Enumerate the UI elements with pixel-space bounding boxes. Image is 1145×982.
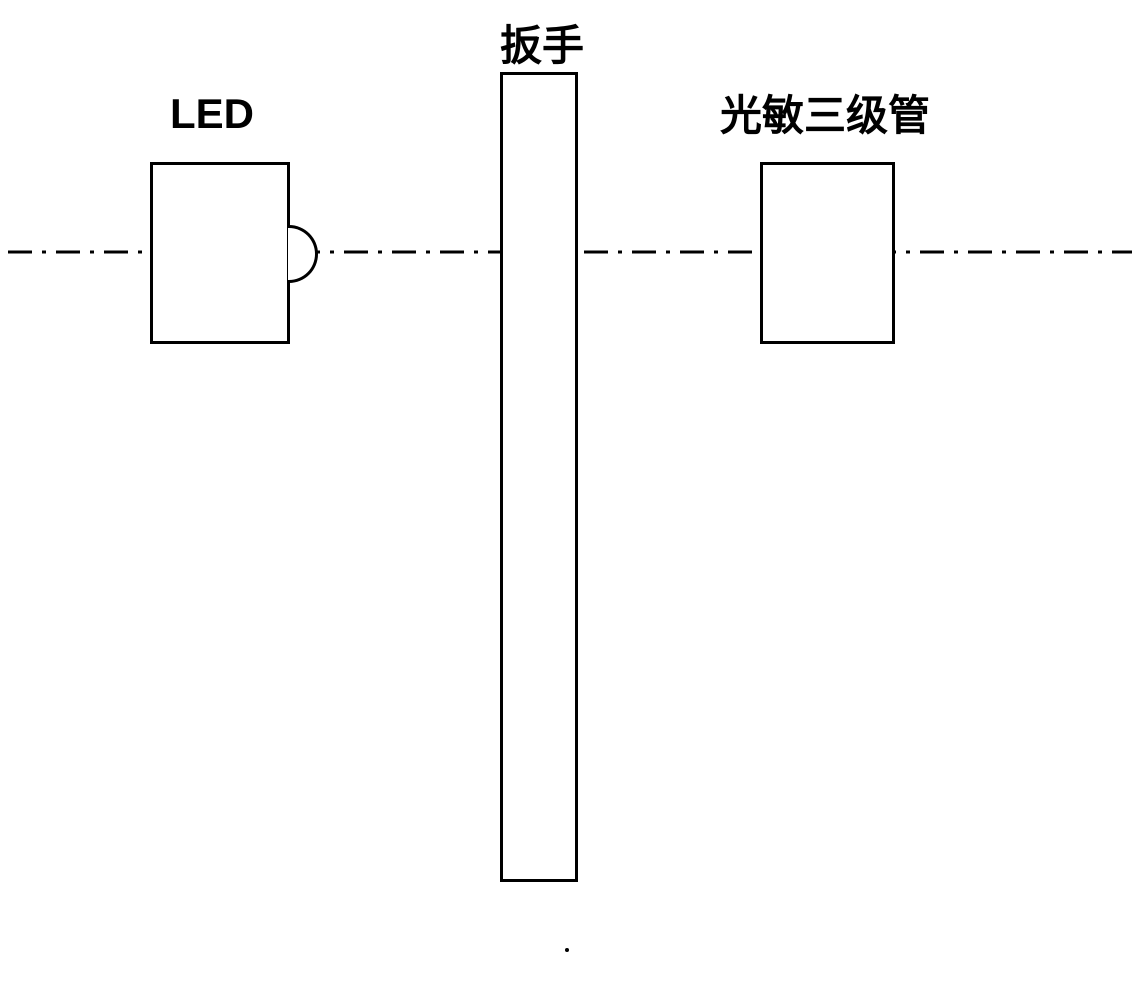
diagram-canvas: 扳手 LED 光敏三级管	[0, 0, 1145, 982]
label-phototransistor: 光敏三级管	[720, 82, 930, 143]
label-led: LED	[170, 90, 254, 138]
dot-artifact	[565, 948, 569, 952]
label-wrench: 扳手	[500, 12, 584, 73]
phototransistor-body	[760, 162, 895, 344]
led-lens	[288, 225, 318, 283]
wrench-body	[500, 72, 578, 882]
led-body	[150, 162, 290, 344]
